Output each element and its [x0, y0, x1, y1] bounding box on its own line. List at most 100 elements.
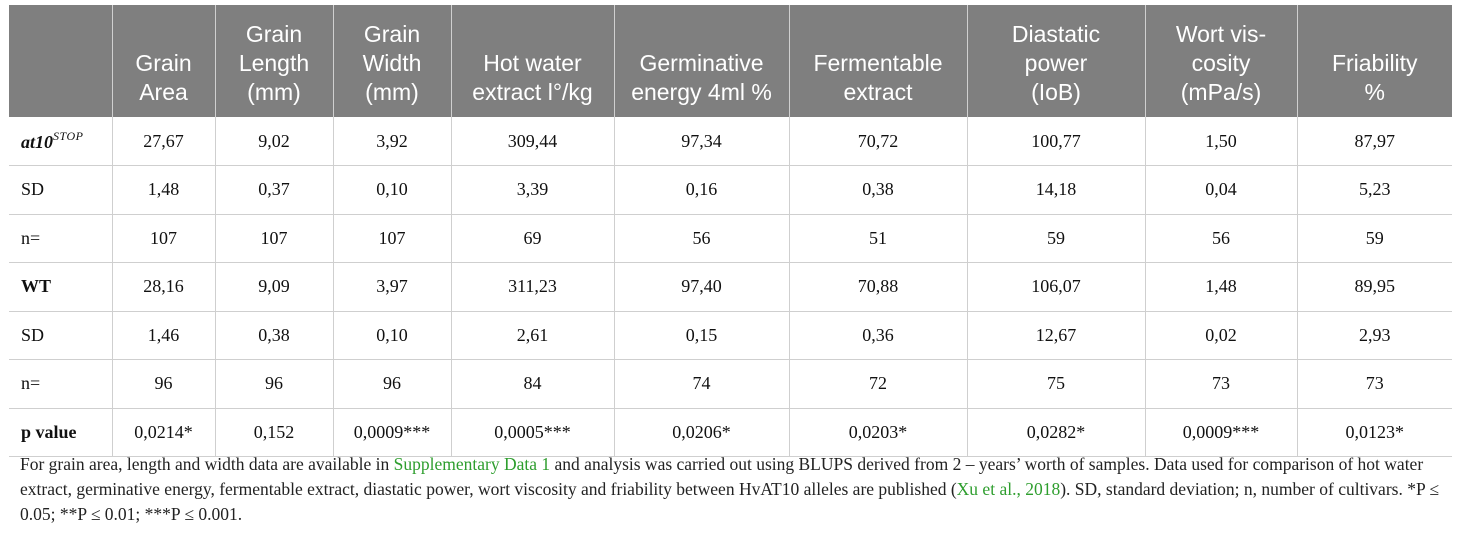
row-label-text: WT	[21, 276, 52, 297]
table-cell: 0,152	[215, 408, 334, 457]
table-cell: 0,36	[789, 311, 968, 360]
table-cell: 0,0206*	[614, 408, 790, 457]
table-cell: 106,07	[967, 262, 1146, 312]
table-row: WT 28,16 9,09 3,97 311,23 97,40 70,88 106,07 1,4…	[9, 262, 1452, 312]
row-label-text: at10	[21, 132, 54, 152]
table-cell: 73	[1297, 359, 1452, 409]
table-cell: 73	[1145, 359, 1298, 409]
header-cell-corner	[9, 5, 113, 117]
table-cell: 59	[1297, 214, 1452, 263]
table-cell: 0,0214*	[112, 408, 216, 457]
table-cell: 1,48	[1145, 262, 1298, 312]
table-cell: 3,92	[333, 117, 452, 166]
header-cell-grain-area: Grain Area	[112, 5, 216, 117]
row-label: at10STOP	[9, 117, 113, 166]
header-cell-fermentable-extract: Fermentable extract	[789, 5, 968, 117]
table-cell: 74	[614, 359, 790, 409]
table-cell: 9,02	[215, 117, 334, 166]
table-cell: 309,44	[451, 117, 615, 166]
header-cell-wort-viscosity: Wort vis-cosity (mPa/s)	[1145, 5, 1298, 117]
table-cell: 1,48	[112, 165, 216, 215]
table-cell: 107	[112, 214, 216, 263]
table-cell: 2,61	[451, 311, 615, 360]
table-cell: 2,93	[1297, 311, 1452, 360]
row-label: WT	[9, 262, 113, 312]
table-cell: 0,0009***	[1145, 408, 1298, 457]
row-label-superscript: STOP	[53, 129, 84, 143]
row-label-text: n=	[21, 227, 41, 248]
table-cell: 14,18	[967, 165, 1146, 215]
table-cell: 96	[215, 359, 334, 409]
row-label: SD	[9, 165, 113, 215]
table-cell: 28,16	[112, 262, 216, 312]
table-cell: 3,97	[333, 262, 452, 312]
table-cell: 0,0203*	[789, 408, 968, 457]
table-cell: 3,39	[451, 165, 615, 215]
table-cell: 107	[215, 214, 334, 263]
citation-link[interactable]: Xu et al., 2018	[956, 479, 1061, 499]
table-cell: 0,04	[1145, 165, 1298, 215]
table-cell: 0,0123*	[1297, 408, 1452, 457]
row-label: SD	[9, 311, 113, 360]
row-label-text: SD	[21, 179, 45, 200]
table-cell: 59	[967, 214, 1146, 263]
table-cell: 0,38	[789, 165, 968, 215]
table-cell: 0,0282*	[967, 408, 1146, 457]
row-label-text: SD	[21, 324, 45, 345]
header-row: Grain Area Grain Length (mm) Grain Width (mm)…	[9, 5, 1452, 117]
header-cell-grain-width: Grain Width (mm)	[333, 5, 452, 117]
table-row: SD 1,48 0,37 0,10 3,39 0,16 0,38 14,18 0,04 5,23	[9, 165, 1452, 215]
table-cell: 72	[789, 359, 968, 409]
table-cell: 96	[112, 359, 216, 409]
table-cell: 84	[451, 359, 615, 409]
table-cell: 0,0009***	[333, 408, 452, 457]
table-cell: 69	[451, 214, 615, 263]
table-cell: 5,23	[1297, 165, 1452, 215]
table-cell: 9,09	[215, 262, 334, 312]
table-cell: 0,37	[215, 165, 334, 215]
table-cell: 97,34	[614, 117, 790, 166]
table-cell: 0,02	[1145, 311, 1298, 360]
table-row: p value 0,0214* 0,152 0,0009*** 0,0005*** 0,0…	[9, 408, 1452, 457]
row-label: p value	[9, 408, 113, 457]
table-cell: 70,88	[789, 262, 968, 312]
supplementary-data-link[interactable]: Supplementary Data 1	[393, 454, 551, 474]
table-cell: 27,67	[112, 117, 216, 166]
header-cell-diastatic-power: Diastatic power (IoB)	[967, 5, 1146, 117]
table-cell: 0,15	[614, 311, 790, 360]
row-label: n=	[9, 359, 113, 409]
table-cell: 89,95	[1297, 262, 1452, 312]
table-cell: 0,16	[614, 165, 790, 215]
table-row: SD 1,46 0,38 0,10 2,61 0,15 0,36 12,67 0,02 2,93	[9, 311, 1452, 360]
table-cell: 0,0005***	[451, 408, 615, 457]
header-cell-grain-length: Grain Length (mm)	[215, 5, 334, 117]
table-cell: 0,10	[333, 165, 452, 215]
data-table: Grain Area Grain Length (mm) Grain Width (mm)…	[9, 5, 1452, 457]
table-cell: 70,72	[789, 117, 968, 166]
table-footnote: For grain area, length and width data ar…	[20, 452, 1445, 527]
table-body: at10STOP 27,67 9,02 3,92 309,44 97,34 70,72 100…	[9, 117, 1452, 457]
footnote-text-3: ). SD, standard deviation; n, number of …	[20, 479, 1440, 524]
row-label-text: n=	[21, 373, 41, 394]
table-cell: 56	[614, 214, 790, 263]
header-cell-germinative-energy: Germinative energy 4ml %	[614, 5, 790, 117]
table-cell: 96	[333, 359, 452, 409]
table-row: n= 96 96 96 84 74 72 75 73 73	[9, 359, 1452, 409]
data-table-container: Grain Area Grain Length (mm) Grain Width (mm)…	[9, 5, 1452, 457]
table-row: at10STOP 27,67 9,02 3,92 309,44 97,34 70,72 100…	[9, 117, 1452, 166]
table-cell: 51	[789, 214, 968, 263]
table-cell: 100,77	[967, 117, 1146, 166]
table-cell: 0,10	[333, 311, 452, 360]
table-cell: 107	[333, 214, 452, 263]
footnote-text-2: and analysis was carried out using BLUPS…	[20, 454, 1424, 499]
table-row: n= 107 107 107 69 56 51 59 56 59	[9, 214, 1452, 263]
row-label-text: p value	[21, 421, 77, 442]
header-cell-hot-water-extract: Hot water extract l°/kg	[451, 5, 615, 117]
footnote-text-1: For grain area, length and width data ar…	[20, 454, 394, 474]
table-cell: 56	[1145, 214, 1298, 263]
table-cell: 1,46	[112, 311, 216, 360]
table-cell: 87,97	[1297, 117, 1452, 166]
table-cell: 1,50	[1145, 117, 1298, 166]
table-cell: 75	[967, 359, 1146, 409]
table-cell: 0,38	[215, 311, 334, 360]
